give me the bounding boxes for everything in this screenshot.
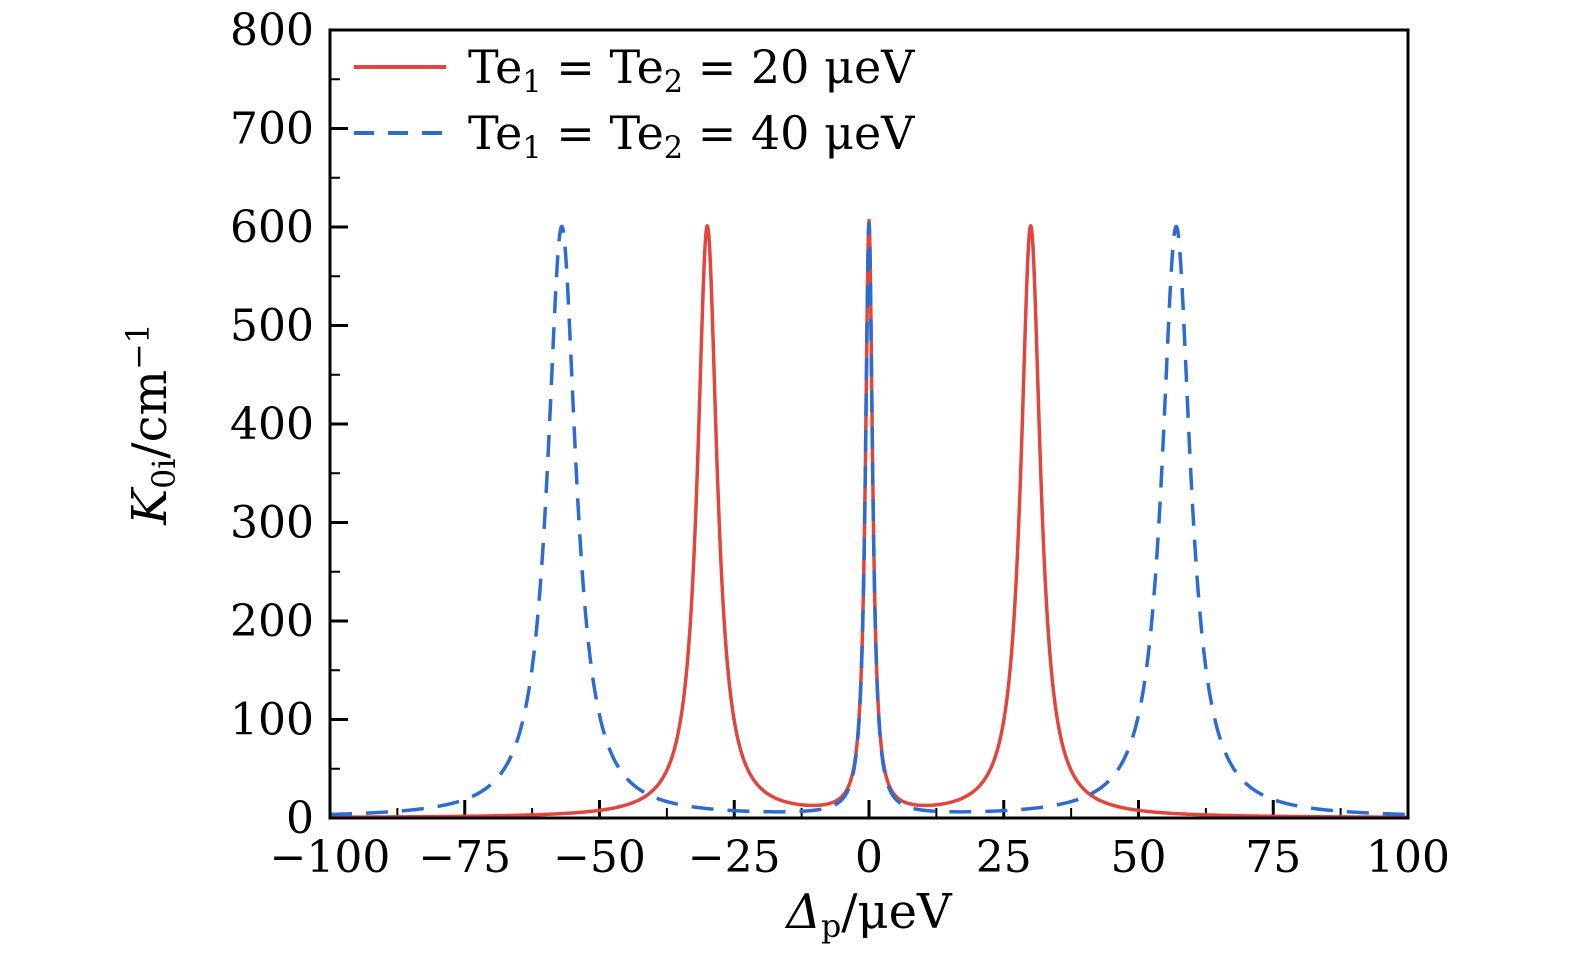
y-tick-label: 0 [286,793,314,844]
legend-item-series-2: Te1 = Te2 = 40 μeV [352,106,915,166]
x-tick-label: −100 [270,832,391,883]
y-axis-title: K0i/cm−1 [120,323,183,525]
legend-text: = 40 μeV [683,106,915,160]
x-tick-label: 25 [976,832,1032,883]
y-axis-unit: /cm [122,369,178,459]
x-axis-symbol: Δ [786,884,821,940]
x-axis-subscript: p [820,908,842,945]
legend-text: = Te [541,106,664,160]
series-curve-2 [328,221,1410,817]
y-tick-label: 400 [230,399,314,450]
legend: Te1 = Te2 = 20 μeV Te1 = Te2 = 40 μeV [352,40,915,166]
y-axis-subscript: 0i [146,458,183,489]
x-tick-label: 50 [1111,832,1167,883]
axes-frame [328,28,1410,820]
y-tick-label: 600 [230,202,314,253]
series-curve-1 [328,218,1410,819]
legend-item-series-1: Te1 = Te2 = 20 μeV [352,40,915,100]
legend-dashed-line-swatch [354,131,446,135]
y-tick-label: 700 [230,104,314,155]
legend-text: Te [468,40,523,94]
y-tick-label: 100 [230,695,314,746]
x-tick-label: 100 [1366,832,1450,883]
y-tick-label: 200 [230,596,314,647]
y-axis-symbol: K [122,488,178,525]
y-axis-exponent: −1 [120,323,157,370]
x-tick-label: 0 [855,832,883,883]
legend-text: Te [468,106,523,160]
y-tick-label: 800 [230,5,314,56]
legend-text: = 20 μeV [683,40,915,94]
legend-label-series-2: Te1 = Te2 = 40 μeV [468,106,915,166]
legend-text: = Te [541,40,664,94]
legend-sub: 1 [522,64,542,100]
legend-solid-line-swatch [354,65,446,69]
x-axis-title: Δp/μeV [786,884,952,945]
y-tick-label: 500 [230,301,314,352]
y-tick-label: 300 [230,498,314,549]
legend-sub: 2 [663,130,684,166]
x-tick-label: 75 [1245,832,1301,883]
x-tick-label: −50 [553,832,646,883]
x-tick-label: −75 [418,832,511,883]
x-tick-label: −25 [688,832,781,883]
legend-label-series-1: Te1 = Te2 = 20 μeV [468,40,915,100]
legend-sub: 1 [522,130,542,166]
x-axis-unit: /μeV [841,884,952,940]
legend-sub: 2 [663,64,684,100]
